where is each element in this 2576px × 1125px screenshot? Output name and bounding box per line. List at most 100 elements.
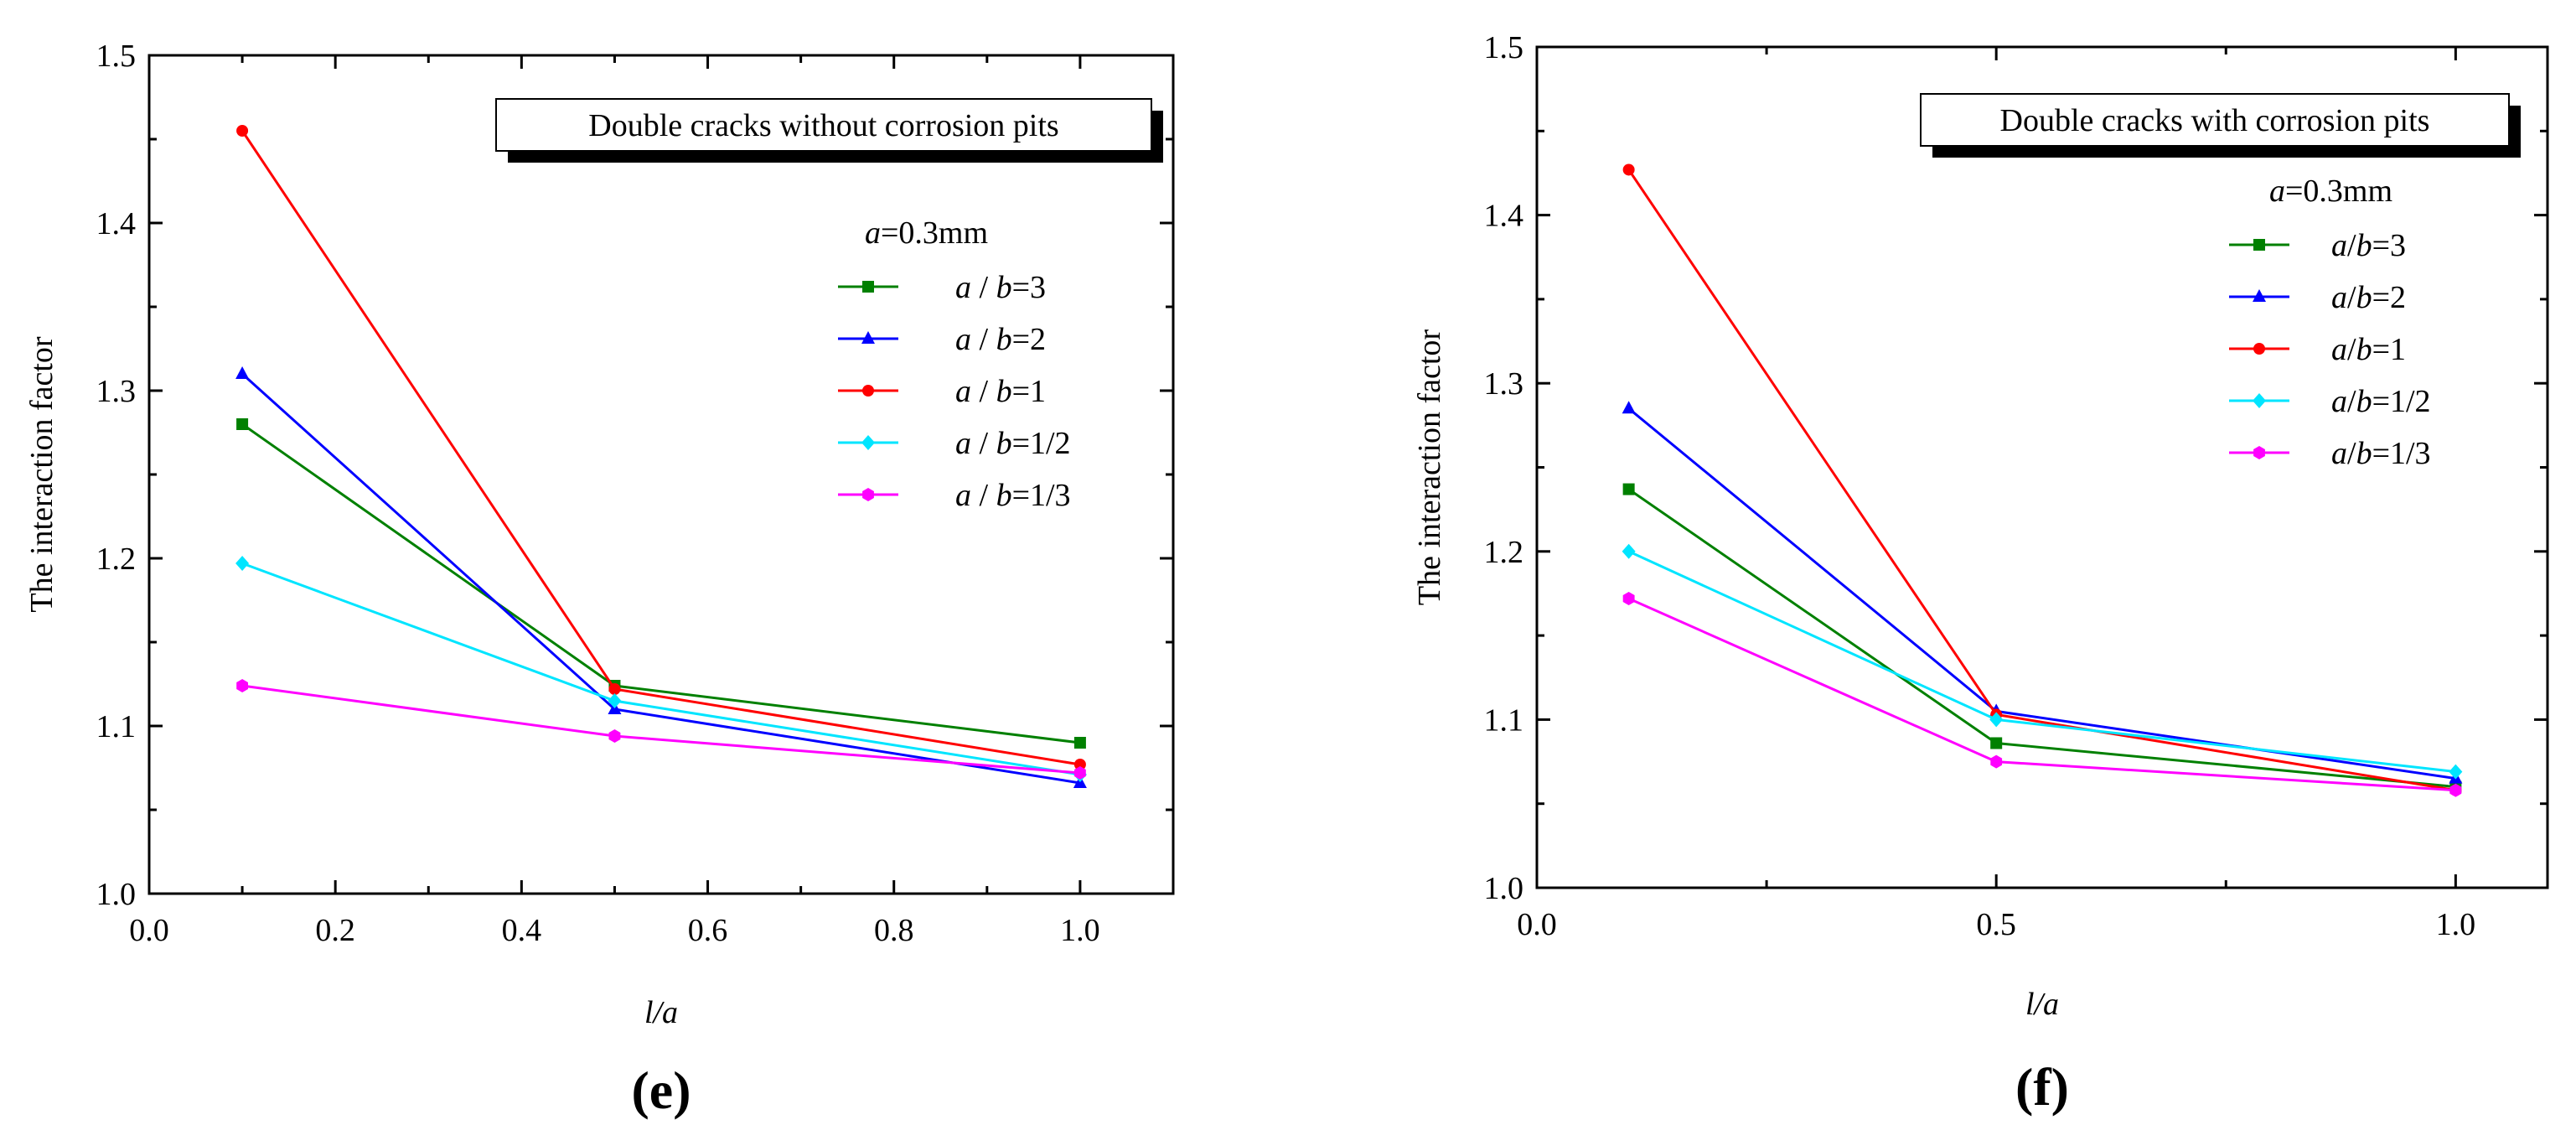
series-line [1627,488,2456,789]
legend-swatch-marker [2253,289,2266,302]
data-point [608,693,622,708]
annotation-text: Double cracks without corrosion pits [588,108,1058,143]
legend-entry: a / b=2 [838,322,1046,357]
series-line [241,684,1081,775]
legend-title-value: =0.3mm [2285,174,2392,209]
legend-label: a/b=1/2 [2331,384,2431,419]
legend-swatch-marker [861,435,875,450]
series-line [241,423,1081,744]
data-point [236,418,249,430]
legend-entry: a / b=1/3 [838,478,1071,513]
y-tick-label: 1.4 [1484,199,1524,234]
legend-entry: a/b=1 [2229,332,2406,367]
legend-var-a: a [2331,436,2347,471]
series-5 [1622,592,2462,797]
legend-var-a: a [2331,332,2347,367]
x-tick-label: 1.0 [2436,907,2476,942]
legend-var-a: a [955,426,971,461]
series-4 [1622,543,2463,780]
x-tick-label: 0.5 [1976,907,2016,942]
series-line [1627,550,2456,774]
legend-label: a / b=1/3 [955,478,1071,513]
legend-var-a: a [2331,280,2347,315]
series-3 [236,125,1086,770]
legend-swatch-marker [2253,343,2265,355]
legend-sep: / [971,374,996,409]
legend-sep: / [2347,384,2356,419]
legend-swatch-marker [2253,239,2265,251]
legend-entry: a/b=1/3 [2229,436,2431,471]
legend-var-a: a [955,374,971,409]
series-1 [236,418,1086,749]
data-point [235,366,250,379]
y-tick-label: 1.2 [96,542,137,577]
y-tick-label: 1.1 [1484,702,1524,738]
legend-sep: / [2347,228,2356,263]
data-point [1622,592,1635,605]
series-4 [235,556,1087,782]
legend-var-a: a [2331,384,2347,419]
legend-swatch-marker [862,281,874,293]
legend-swatch-marker [2253,393,2266,408]
legend-ratio: =2 [2372,280,2406,315]
legend-ratio: =1/3 [2372,436,2431,471]
legend-label: a/b=1/3 [2331,436,2431,471]
legend-label: a / b=3 [955,270,1046,305]
legend-ratio: =1 [2372,332,2406,367]
legend-sep: / [971,478,996,513]
panel-label: (f) [2015,1057,2069,1117]
legend-title: a=0.3mm [865,215,988,251]
legend-sep: / [971,426,996,461]
y-tick-label: 1.5 [96,39,137,74]
x-tick-label: 0.0 [129,913,169,948]
data-point [2449,783,2462,797]
legend-entry: a / b=3 [838,270,1046,305]
series-line [241,372,1081,785]
y-tick-label: 1.5 [1484,30,1524,65]
data-point [236,125,249,137]
legend-label: a/b=1 [2331,332,2406,367]
legend-var-a: a [2331,228,2347,263]
legend-var-b: b [2356,436,2372,471]
legend-sep: / [2347,332,2356,367]
y-tick-label: 1.3 [1484,366,1524,402]
x-axis-title: l/a [644,995,678,1030]
data-point [1622,483,1635,495]
legend-swatch-marker [2253,446,2265,459]
x-tick-label: 0.4 [502,913,542,948]
data-point [1990,737,2003,749]
chart-panel-e: 1.0 1.1 1.2 1.3 1.4 1.5 0.0 0.2 0.4 0.6 0.8 1.0 l/a T… [24,39,1175,1120]
legend-ratio: =1/2 [2372,384,2431,419]
legend-entry: a/b=3 [2229,228,2406,263]
legend-label: a/b=2 [2331,280,2406,315]
legend-ratio: =1 [1012,374,1046,409]
legend-entry: a/b=1/2 [2229,384,2431,419]
legend-entry: a / b=1/2 [838,426,1071,461]
annotation-text: Double cracks with corrosion pits [2000,103,2430,138]
legend-entry: a/b=2 [2229,280,2406,315]
legend-var-a: a [955,270,971,305]
data-point [1073,737,1086,749]
legend-label: a / b=2 [955,322,1046,357]
data-point [1073,759,1086,770]
annotation-box [495,98,1152,152]
legend-ratio: =1/3 [1012,478,1071,513]
y-tick-label: 1.4 [96,206,137,241]
legend-sep: / [971,322,996,357]
legend-entry: a / b=1 [838,374,1046,409]
legend-title-value: =0.3mm [881,215,988,251]
legend-swatch-marker [862,385,874,397]
y-tick-label: 1.2 [1484,535,1524,570]
y-tick-label: 1.0 [1484,871,1524,906]
legend-swatch-marker [861,331,875,344]
y-tick-label: 1.3 [96,374,137,409]
data-point [235,556,250,571]
legend-sep: / [971,270,996,305]
data-point [1622,401,1636,414]
annotation-box [1920,93,2510,147]
legend-var-b: b [996,426,1012,461]
legend-var-b: b [2356,384,2372,419]
data-point [608,683,621,695]
x-tick-label: 1.0 [1060,913,1100,948]
